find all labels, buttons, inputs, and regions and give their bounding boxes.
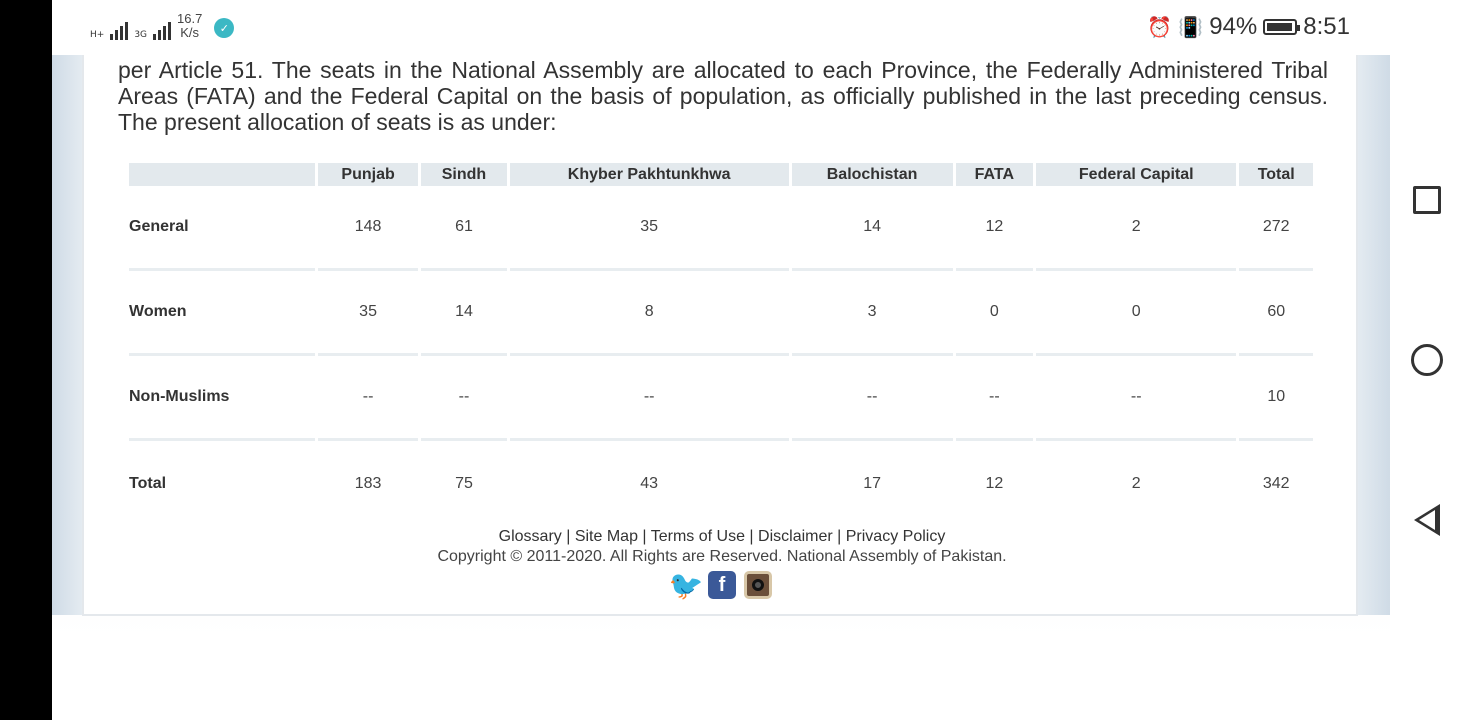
instagram-icon[interactable] bbox=[744, 571, 772, 599]
table-cell: 148 bbox=[318, 186, 419, 271]
table-cell: 14 bbox=[421, 271, 507, 356]
instagram-lens bbox=[752, 579, 764, 591]
table-cell: 12 bbox=[955, 186, 1034, 271]
copyright-text: Copyright © 2011-2020. All Rights are Re… bbox=[437, 548, 1007, 565]
table-body: General 148 61 35 14 12 2 272 Women 35 14 8 3 0 0 60 Non… bbox=[129, 186, 1313, 526]
network-speed: 16.7 K/s bbox=[177, 12, 202, 40]
browser-screen: H+ 3G 16.7 K/s ✓ ⏰ 📳 94% 8:51 per Articl… bbox=[52, 0, 1390, 720]
circle-icon bbox=[1411, 344, 1443, 376]
table-row: Non-Muslims -- -- -- -- -- -- 10 bbox=[129, 356, 1313, 441]
table-cell: 2 bbox=[1131, 474, 1141, 492]
android-nav-bar bbox=[1390, 0, 1465, 720]
intro-paragraph: per Article 51. The seats in the Nationa… bbox=[118, 57, 1328, 135]
row-label: Non-Muslims bbox=[129, 356, 315, 441]
network-type-3g: 3G bbox=[134, 30, 148, 40]
table-header-cell: Balochistan bbox=[791, 163, 953, 186]
footer-link-disclaimer[interactable]: Disclaimer bbox=[758, 528, 833, 545]
table-cell: 12 bbox=[985, 474, 1004, 492]
row-label: Total bbox=[129, 474, 167, 492]
table-header-row: Punjab Sindh Khyber Pakhtunkhwa Balochistan… bbox=[129, 163, 1313, 186]
back-triangle-icon bbox=[1414, 504, 1440, 536]
table-cell: -- bbox=[955, 356, 1034, 441]
status-bar: H+ 3G 16.7 K/s ✓ ⏰ 📳 94% 8:51 bbox=[52, 0, 1390, 55]
table-cell: 183 bbox=[354, 474, 382, 492]
table-cell: 43 bbox=[640, 474, 659, 492]
table-cell: 61 bbox=[421, 186, 507, 271]
clock: 8:51 bbox=[1303, 13, 1350, 40]
page-margin-right bbox=[1358, 55, 1390, 615]
table-header-cell: Total bbox=[1239, 163, 1313, 186]
back-button[interactable] bbox=[1410, 503, 1444, 537]
home-button[interactable] bbox=[1410, 343, 1444, 377]
table-cell: 35 bbox=[318, 271, 419, 356]
table-cell: 0 bbox=[955, 271, 1034, 356]
alarm-icon: ⏰ bbox=[1147, 16, 1173, 39]
table-cell: 75 bbox=[455, 474, 473, 492]
footer-link-glossary[interactable]: Glossary bbox=[498, 528, 562, 545]
table-row: Total 183 75 43 17 12 2 342 bbox=[129, 441, 1313, 526]
network-type-hplus: H+ bbox=[90, 30, 105, 40]
table-cell: 3 bbox=[791, 271, 953, 356]
vibrate-icon: 📳 bbox=[1178, 16, 1204, 39]
seat-allocation-table: Punjab Sindh Khyber Pakhtunkhwa Balochistan… bbox=[126, 163, 1316, 526]
recent-apps-button[interactable] bbox=[1410, 183, 1444, 217]
table-row: General 148 61 35 14 12 2 272 bbox=[129, 186, 1313, 271]
facebook-icon[interactable]: f bbox=[708, 571, 736, 599]
table-row: Women 35 14 8 3 0 0 60 bbox=[129, 271, 1313, 356]
battery-percent: 94% bbox=[1209, 13, 1258, 40]
footer-link-privacy-policy[interactable]: Privacy Policy bbox=[845, 528, 946, 545]
table-cell: 35 bbox=[509, 186, 789, 271]
speed-unit: K/s bbox=[180, 25, 200, 40]
table-cell: 0 bbox=[1036, 271, 1237, 356]
page-margin-left bbox=[52, 55, 82, 615]
battery-icon bbox=[1263, 19, 1301, 35]
table-cell: -- bbox=[1036, 356, 1237, 441]
table-cell: 17 bbox=[863, 474, 881, 492]
link-separator: | bbox=[637, 528, 651, 545]
table-cell: 342 bbox=[1262, 474, 1290, 492]
table-header-empty bbox=[129, 163, 315, 186]
table-cell: -- bbox=[318, 356, 419, 441]
table-header-cell: Khyber Pakhtunkhwa bbox=[509, 163, 789, 186]
status-left: H+ 3G 16.7 K/s ✓ bbox=[90, 12, 235, 40]
table-cell: 60 bbox=[1239, 271, 1313, 356]
table-cell: 2 bbox=[1036, 186, 1237, 271]
table-cell: -- bbox=[509, 356, 789, 441]
link-separator: | bbox=[832, 528, 846, 545]
link-separator: | bbox=[744, 528, 759, 545]
battery-fill bbox=[1267, 23, 1292, 31]
status-right: ⏰ 📳 94% 8:51 bbox=[1147, 13, 1350, 41]
table-header-cell: Sindh bbox=[421, 163, 507, 186]
twitter-icon[interactable]: 🐦 bbox=[668, 569, 704, 601]
table-cell: 10 bbox=[1239, 356, 1313, 441]
content-card: per Article 51. The seats in the Nationa… bbox=[82, 55, 1358, 616]
table-cell: 14 bbox=[791, 186, 953, 271]
footer-links: Glossary | Site Map | Terms of Use | Dis… bbox=[84, 527, 1360, 547]
table-header-cell: Federal Capital bbox=[1036, 163, 1237, 186]
shield-icon: ✓ bbox=[214, 18, 235, 38]
signal-strength-icon bbox=[110, 20, 129, 40]
row-label: General bbox=[129, 186, 315, 271]
footer-link-site-map[interactable]: Site Map bbox=[574, 528, 638, 545]
speed-value: 16.7 bbox=[177, 11, 203, 26]
page-footer: Glossary | Site Map | Terms of Use | Dis… bbox=[84, 527, 1360, 601]
table-header-cell: FATA bbox=[955, 163, 1034, 186]
table-header-cell: Punjab bbox=[318, 163, 419, 186]
left-edge bbox=[0, 0, 52, 720]
row-label: Women bbox=[129, 271, 315, 356]
table-cell: 272 bbox=[1239, 186, 1313, 271]
signal-strength-icon-2 bbox=[153, 20, 172, 40]
link-separator: | bbox=[561, 528, 575, 545]
square-icon bbox=[1413, 186, 1441, 214]
footer-link-terms-of-use[interactable]: Terms of Use bbox=[650, 528, 745, 545]
table-cell: 8 bbox=[509, 271, 789, 356]
table-cell: -- bbox=[421, 356, 507, 441]
table-cell: -- bbox=[791, 356, 953, 441]
social-links: 🐦 f bbox=[84, 569, 1360, 601]
